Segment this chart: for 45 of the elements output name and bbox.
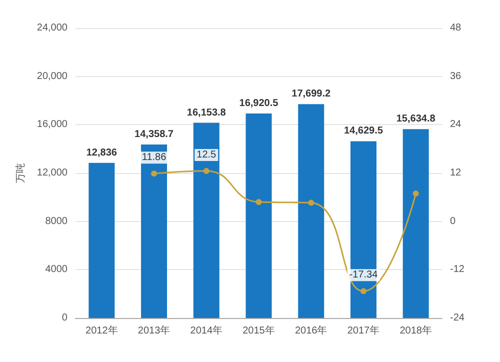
x-tick-label: 2015年	[242, 324, 275, 336]
x-tick-label: 2018年	[400, 324, 432, 336]
y-tick-label: 0	[62, 312, 68, 324]
bar	[88, 162, 115, 318]
data-label: 14,358.7	[134, 129, 174, 140]
point	[308, 200, 314, 206]
point	[256, 199, 262, 205]
data-label: 14,629.5	[344, 126, 384, 137]
data-label: -17.34	[349, 270, 378, 281]
y-axis-title: 万吨	[14, 163, 26, 183]
y2-tick-label: -24	[450, 312, 465, 324]
data-label: 16,920.5	[239, 98, 279, 110]
x-tick-label: 2016年	[294, 324, 328, 336]
point	[360, 288, 366, 294]
y2-tick-label: 12	[450, 168, 462, 178]
bar	[402, 129, 429, 318]
data-label: 17,699.2	[292, 88, 331, 100]
bar	[141, 144, 168, 318]
data-label: 12,836	[86, 147, 118, 158]
y2-tick-label: 0	[450, 216, 456, 227]
data-label: 12.5	[196, 149, 217, 160]
y2-tick-label: -12	[450, 264, 465, 276]
data-label: 15,634.8	[396, 114, 436, 125]
bar	[193, 122, 220, 318]
y-tick-label: 8000	[45, 216, 68, 227]
y2-tick-label: 36	[450, 70, 462, 82]
y-tick-label: 20,000	[36, 70, 68, 82]
data-label: 16,153.8	[186, 107, 226, 118]
y2-tick-label: 48	[450, 22, 462, 34]
data-label: 11.86	[142, 152, 167, 164]
x-tick-label: 2013年	[138, 324, 170, 336]
bar	[246, 114, 272, 318]
y-tick-label: 16,000	[36, 119, 68, 130]
bar	[298, 104, 324, 318]
bar	[350, 141, 376, 318]
y-tick-label: 12,000	[36, 168, 68, 178]
y2-tick-label: 24	[450, 119, 462, 130]
point	[151, 170, 158, 177]
x-tick-label: 2017年	[347, 324, 380, 336]
point	[203, 168, 210, 174]
x-tick-label: 2012年	[86, 324, 118, 336]
x-tick-label: 2014年	[190, 324, 223, 336]
point	[412, 190, 419, 197]
y-tick-label: 24,000	[36, 22, 68, 34]
y-tick-label: 4000	[45, 264, 68, 276]
